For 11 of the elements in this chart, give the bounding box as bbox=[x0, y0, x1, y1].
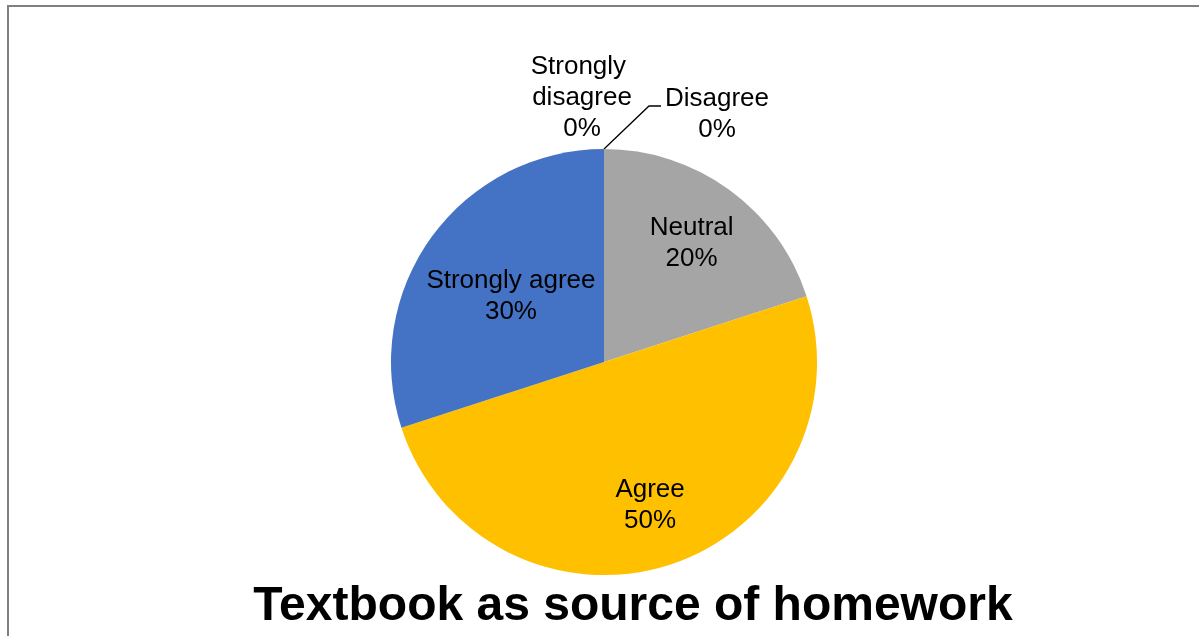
data-label: 50% bbox=[624, 504, 677, 535]
slice-label: Strongly agree bbox=[426, 263, 596, 294]
text: 0% bbox=[563, 112, 601, 142]
slice-label: Agree bbox=[615, 473, 685, 504]
text: 0% bbox=[698, 112, 736, 143]
data-label: 30% bbox=[484, 294, 537, 325]
text: Textbook as source of homework bbox=[253, 576, 1013, 630]
slice-label: Neutral bbox=[649, 210, 734, 241]
category-label: Disagree bbox=[664, 81, 770, 112]
data-label: 20% bbox=[665, 241, 718, 272]
category-label: Strongly disagree bbox=[530, 50, 632, 111]
